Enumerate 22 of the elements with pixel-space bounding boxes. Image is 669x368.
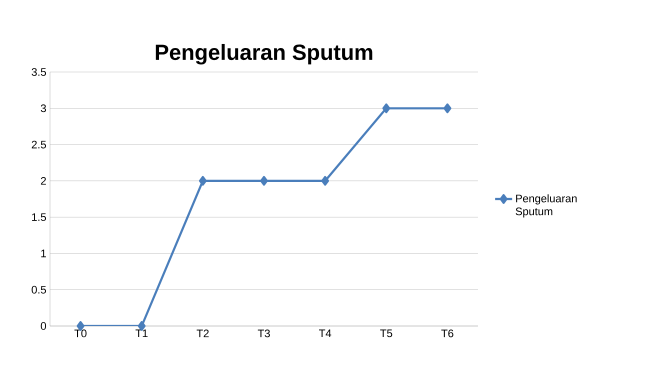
y-tick-label: 3.5	[32, 68, 46, 76]
legend-label: Pengeluaran Sputum	[516, 194, 577, 218]
y-tick-label: 3	[40, 104, 46, 112]
x-tick-label: T0	[74, 330, 87, 338]
y-tick-label: 1	[41, 250, 46, 258]
y-tick-label: 2	[40, 177, 46, 185]
point	[382, 103, 390, 114]
x-tick-label: T2	[196, 330, 209, 338]
x-tick-label: T6	[441, 330, 454, 338]
point	[260, 176, 268, 186]
chart-title: Pengeluaran Sputum	[156, 44, 372, 64]
y-tick-label: 0	[40, 322, 46, 330]
y-tick-label: 2.5	[32, 140, 46, 148]
y-tick-label: 0.5	[32, 286, 46, 294]
x-tick-label: T4	[318, 330, 332, 338]
point	[321, 176, 330, 186]
point	[198, 176, 207, 186]
x-tick-label: T3	[258, 330, 270, 338]
x-tick-label: T1	[136, 330, 148, 338]
x-tick-label: T5	[380, 330, 392, 338]
point	[443, 103, 452, 114]
y-tick-label: 1.5	[32, 213, 46, 221]
